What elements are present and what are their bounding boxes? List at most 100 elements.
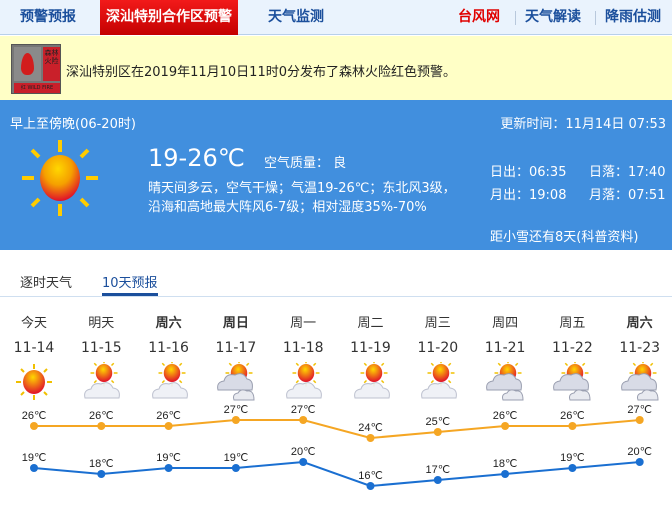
high-temp-point[interactable]: [433, 428, 442, 436]
high-temp-label: 27℃: [627, 404, 652, 416]
high-temp-point[interactable]: [366, 434, 375, 442]
date-label: 11-22: [552, 340, 593, 356]
day-label: 周二: [357, 316, 384, 331]
low-temp-point[interactable]: [635, 458, 644, 466]
date-label: 11-17: [215, 340, 257, 356]
cloudy-icon: [217, 362, 255, 401]
forecast-desc-line2: 沿海和高地最大阵风6-7级；相对湿度35%-70%: [148, 200, 427, 215]
date-label: 11-20: [417, 340, 459, 356]
update-time: 更新时间：11月14日 07:53: [500, 117, 666, 132]
high-temp-point[interactable]: [164, 422, 173, 430]
low-temp-label: 19℃: [560, 452, 585, 464]
partly-cloudy-icon: [84, 362, 121, 399]
high-temp-line: [34, 419, 640, 440]
date-label: 11-15: [80, 340, 122, 356]
day-label: 周六: [155, 316, 182, 331]
day-label: 今天: [20, 316, 47, 331]
low-temp-point[interactable]: [97, 470, 106, 478]
low-temp-point[interactable]: [501, 470, 510, 478]
sunset: 日落：17:40: [589, 165, 666, 180]
partly-cloudy-icon: [420, 362, 457, 399]
partly-cloudy-icon: [151, 362, 188, 399]
high-temp-label: 26℃: [89, 410, 114, 422]
low-temp-point[interactable]: [164, 464, 173, 472]
date-label: 11-18: [282, 340, 324, 356]
high-temp-label: 26℃: [156, 410, 181, 422]
low-temp-label: 17℃: [426, 464, 451, 476]
nav-weather-monitor[interactable]: 天气监测: [268, 9, 324, 25]
high-temp-point[interactable]: [231, 416, 240, 424]
air-quality[interactable]: 空气质量： 良: [264, 156, 347, 171]
tab-hourly[interactable]: 逐时天气: [20, 276, 73, 291]
temperature-chart: 26℃ 26℃ 26℃ 27℃ 27℃ 24℃ 25℃ 26℃ 26℃ 27℃ 19℃ 18℃ 19℃ 1…: [22, 404, 652, 490]
high-temp-point[interactable]: [299, 416, 308, 424]
current-weather-panel: 早上至傍晚(06-20时) 更新时间：11月14日 07:53 19-26℃ 空…: [0, 100, 672, 250]
low-temp-label: 19℃: [224, 452, 249, 464]
day-label: 周四: [492, 316, 519, 331]
sunrise: 日出：06:35: [490, 165, 567, 180]
day-label: 周一: [290, 316, 317, 331]
forecast-tabs: 逐时天气 10天预报: [0, 250, 672, 297]
cloudy-icon: [620, 362, 659, 401]
high-temp-point[interactable]: [30, 422, 38, 430]
high-temp-label: 27℃: [291, 404, 316, 416]
nav-shenshan-warning[interactable]: 深汕特别合作区预警: [100, 0, 238, 35]
high-temp-label: 27℃: [224, 404, 249, 416]
low-temp-point[interactable]: [568, 464, 577, 472]
moonrise: 月出：19:08: [490, 188, 567, 203]
date-label: 11-21: [484, 340, 526, 356]
high-temp-label: 24℃: [358, 422, 383, 434]
low-temp-label: 19℃: [22, 452, 47, 464]
forecast-desc-line1: 晴天间多云，空气干燥；气温19-26℃；东北风3级，: [148, 181, 456, 196]
partly-cloudy-icon: [286, 362, 323, 399]
partly-cloudy-icon: [353, 362, 390, 399]
low-temp-point[interactable]: [231, 464, 240, 472]
day-label: 明天: [88, 316, 115, 331]
low-temp-point[interactable]: [433, 476, 442, 484]
tab-10day[interactable]: 10天预报: [102, 272, 158, 296]
day-label: 周日: [222, 316, 249, 331]
nav-weather-analysis[interactable]: 天气解读: [525, 9, 581, 25]
day-label: 周五: [559, 316, 586, 331]
low-temp-label: 19℃: [156, 452, 181, 464]
high-temp-label: 25℃: [426, 416, 451, 428]
sunny-icon: [22, 140, 98, 216]
nav-warning-forecast[interactable]: 预警预报: [20, 9, 76, 25]
period-label: 早上至傍晚(06-20时): [10, 117, 136, 132]
date-label: 11-19: [350, 340, 391, 356]
nav-typhoon[interactable]: 台风网: [458, 9, 500, 25]
sunny-icon: [16, 364, 52, 400]
low-temp-point[interactable]: [30, 464, 38, 472]
low-temp-label: 20℃: [291, 446, 316, 458]
top-nav: 预警预报 深汕特别合作区预警 天气监测 台风网 天气解读 降雨估测: [0, 0, 672, 35]
high-temp-point[interactable]: [501, 422, 510, 430]
low-temp-point[interactable]: [299, 458, 308, 466]
high-temp-label: 26℃: [493, 410, 518, 422]
day-label: 周三: [424, 316, 451, 331]
high-temp-point[interactable]: [635, 416, 644, 424]
low-temp-label: 16℃: [358, 470, 383, 482]
high-temp-label: 26℃: [22, 410, 47, 422]
high-temp-label: 26℃: [560, 410, 585, 422]
date-label: 11-16: [148, 340, 189, 356]
high-temp-point[interactable]: [568, 422, 577, 430]
forest-fire-red-warning-icon[interactable]: 森林火险 红 WILD FIRE: [11, 44, 61, 94]
day-label: 周六: [626, 316, 653, 331]
alert-banner: 森林火险 红 WILD FIRE 深汕特别区在2019年11月10日11时0分发…: [0, 36, 672, 100]
nav-rain-estimate[interactable]: 降雨估测: [605, 9, 661, 25]
low-temp-label: 18℃: [89, 458, 114, 470]
cloudy-icon: [553, 362, 591, 401]
date-label: 11-14: [13, 340, 55, 356]
alert-text[interactable]: 深汕特别区在2019年11月10日11时0分发布了森林火险红色预警。: [66, 65, 456, 80]
high-temp-point[interactable]: [97, 422, 106, 430]
divider: [515, 11, 516, 25]
cloudy-icon: [486, 362, 524, 401]
low-temp-point[interactable]: [366, 482, 375, 490]
temperature-range: 19-26℃: [148, 144, 245, 172]
solar-term-link[interactable]: 距小雪还有8天(科普资料): [490, 230, 639, 245]
divider: [595, 11, 596, 25]
date-label: 11-23: [619, 340, 661, 356]
low-temp-label: 18℃: [493, 458, 518, 470]
low-temp-line: [33, 460, 640, 488]
moonset: 月落：07:51: [589, 188, 666, 203]
